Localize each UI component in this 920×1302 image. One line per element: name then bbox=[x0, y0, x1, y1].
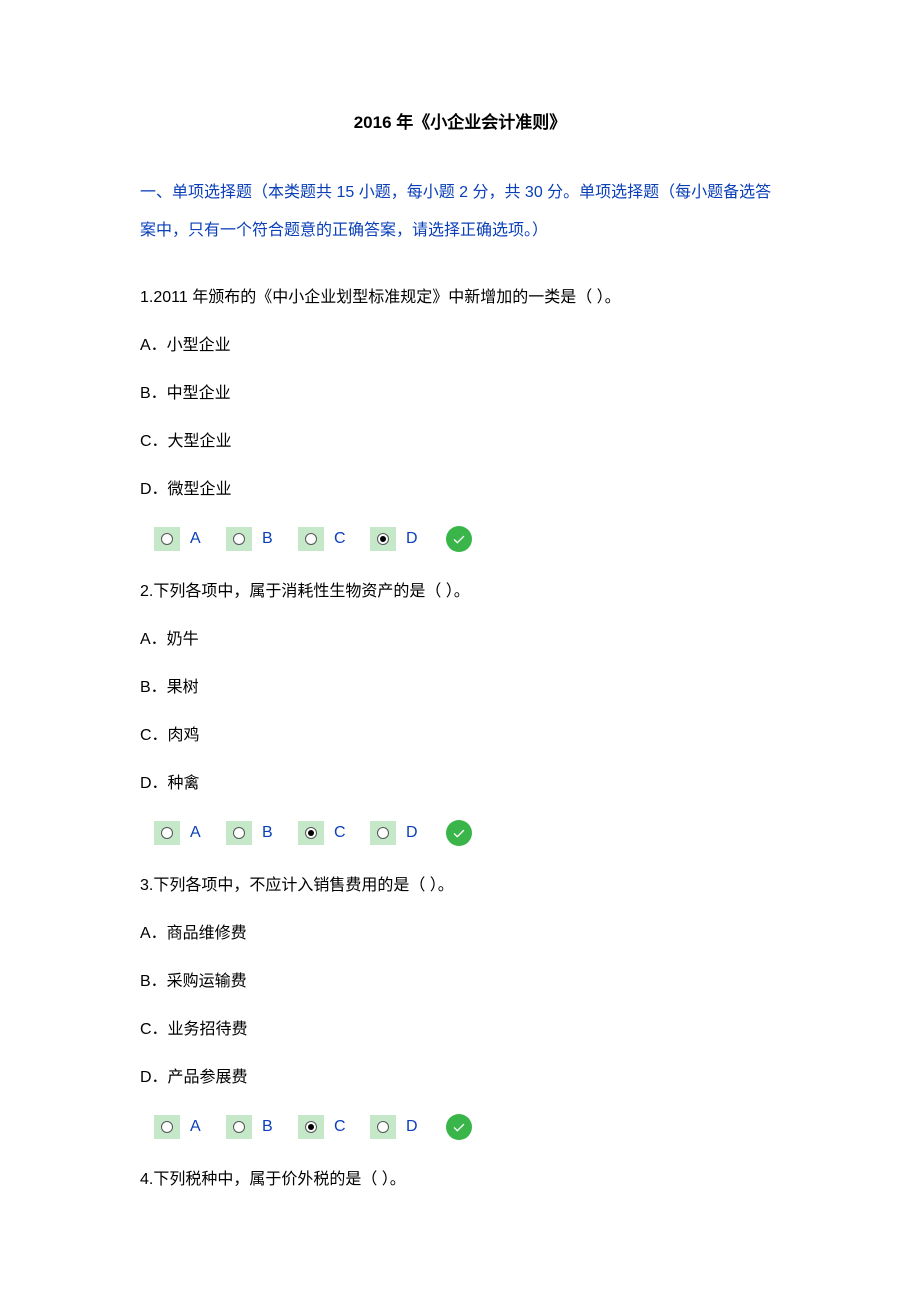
page-title: 2016 年《小企业会计准则》 bbox=[140, 110, 780, 136]
answer-letter: B bbox=[262, 527, 276, 551]
answer-letter: A bbox=[190, 527, 204, 551]
radio-choice-c[interactable] bbox=[298, 821, 324, 845]
answer-letter: B bbox=[262, 1115, 276, 1139]
question-option: B．果树 bbox=[140, 676, 780, 700]
correct-check-icon bbox=[446, 820, 472, 846]
question-stem: 1.2011 年颁布的《中小企业划型标准规定》中新增加的一类是（ ）。 bbox=[140, 286, 780, 310]
radio-outer-icon bbox=[233, 533, 245, 545]
radio-choice-c[interactable] bbox=[298, 1115, 324, 1139]
question-option: C．肉鸡 bbox=[140, 724, 780, 748]
radio-outer-icon bbox=[377, 1121, 389, 1133]
radio-choice-d[interactable] bbox=[370, 1115, 396, 1139]
radio-choice-d[interactable] bbox=[370, 527, 396, 551]
question-stem: 2.下列各项中，属于消耗性生物资产的是（ ）。 bbox=[140, 580, 780, 604]
correct-check-icon bbox=[446, 526, 472, 552]
question-option: D．种禽 bbox=[140, 772, 780, 796]
radio-outer-icon bbox=[161, 1121, 173, 1133]
radio-choice-b[interactable] bbox=[226, 1115, 252, 1139]
question-option: B．采购运输费 bbox=[140, 970, 780, 994]
question-block: 1.2011 年颁布的《中小企业划型标准规定》中新增加的一类是（ ）。 A．小型企… bbox=[140, 286, 780, 552]
radio-choice-a[interactable] bbox=[154, 821, 180, 845]
section-header: 一、单项选择题（本类题共 15 小题，每小题 2 分，共 30 分。单项选择题（… bbox=[140, 174, 780, 251]
question-stem: 4.下列税种中，属于价外税的是（ ）。 bbox=[140, 1168, 780, 1192]
question-block: 3.下列各项中，不应计入销售费用的是（ ）。 A．商品维修费 B．采购运输费 C．业务… bbox=[140, 874, 780, 1140]
answer-letter: C bbox=[334, 527, 348, 551]
radio-outer-icon bbox=[305, 827, 317, 839]
answer-letter: A bbox=[190, 821, 204, 845]
radio-choice-c[interactable] bbox=[298, 527, 324, 551]
question-option: B．中型企业 bbox=[140, 382, 780, 406]
radio-outer-icon bbox=[377, 827, 389, 839]
question-block: 2.下列各项中，属于消耗性生物资产的是（ ）。 A．奶牛 B．果树 C．肉鸡 D．种禽 A… bbox=[140, 580, 780, 846]
question-option: A．奶牛 bbox=[140, 628, 780, 652]
radio-inner-dot-icon bbox=[308, 830, 314, 836]
answer-row: A B C D bbox=[140, 526, 780, 552]
question-option: C．业务招待费 bbox=[140, 1018, 780, 1042]
answer-letter: A bbox=[190, 1115, 204, 1139]
radio-outer-icon bbox=[305, 1121, 317, 1133]
question-stem: 3.下列各项中，不应计入销售费用的是（ ）。 bbox=[140, 874, 780, 898]
radio-outer-icon bbox=[233, 1121, 245, 1133]
radio-choice-b[interactable] bbox=[226, 527, 252, 551]
answer-row: A B C D bbox=[140, 1114, 780, 1140]
questions-container: 1.2011 年颁布的《中小企业划型标准规定》中新增加的一类是（ ）。 A．小型企… bbox=[140, 286, 780, 1192]
answer-letter: D bbox=[406, 1115, 420, 1139]
answer-letter: B bbox=[262, 821, 276, 845]
question-block: 4.下列税种中，属于价外税的是（ ）。 bbox=[140, 1168, 780, 1192]
answer-letter: C bbox=[334, 1115, 348, 1139]
radio-outer-icon bbox=[161, 533, 173, 545]
answer-letter: D bbox=[406, 821, 420, 845]
radio-outer-icon bbox=[233, 827, 245, 839]
radio-outer-icon bbox=[305, 533, 317, 545]
radio-choice-a[interactable] bbox=[154, 527, 180, 551]
radio-choice-d[interactable] bbox=[370, 821, 396, 845]
question-option: A．商品维修费 bbox=[140, 922, 780, 946]
answer-letter: D bbox=[406, 527, 420, 551]
radio-outer-icon bbox=[377, 533, 389, 545]
question-option: A．小型企业 bbox=[140, 334, 780, 358]
question-option: D．微型企业 bbox=[140, 478, 780, 502]
question-option: C．大型企业 bbox=[140, 430, 780, 454]
radio-inner-dot-icon bbox=[380, 536, 386, 542]
radio-choice-a[interactable] bbox=[154, 1115, 180, 1139]
radio-choice-b[interactable] bbox=[226, 821, 252, 845]
answer-row: A B C D bbox=[140, 820, 780, 846]
answer-letter: C bbox=[334, 821, 348, 845]
correct-check-icon bbox=[446, 1114, 472, 1140]
radio-outer-icon bbox=[161, 827, 173, 839]
radio-inner-dot-icon bbox=[308, 1124, 314, 1130]
question-option: D．产品参展费 bbox=[140, 1066, 780, 1090]
